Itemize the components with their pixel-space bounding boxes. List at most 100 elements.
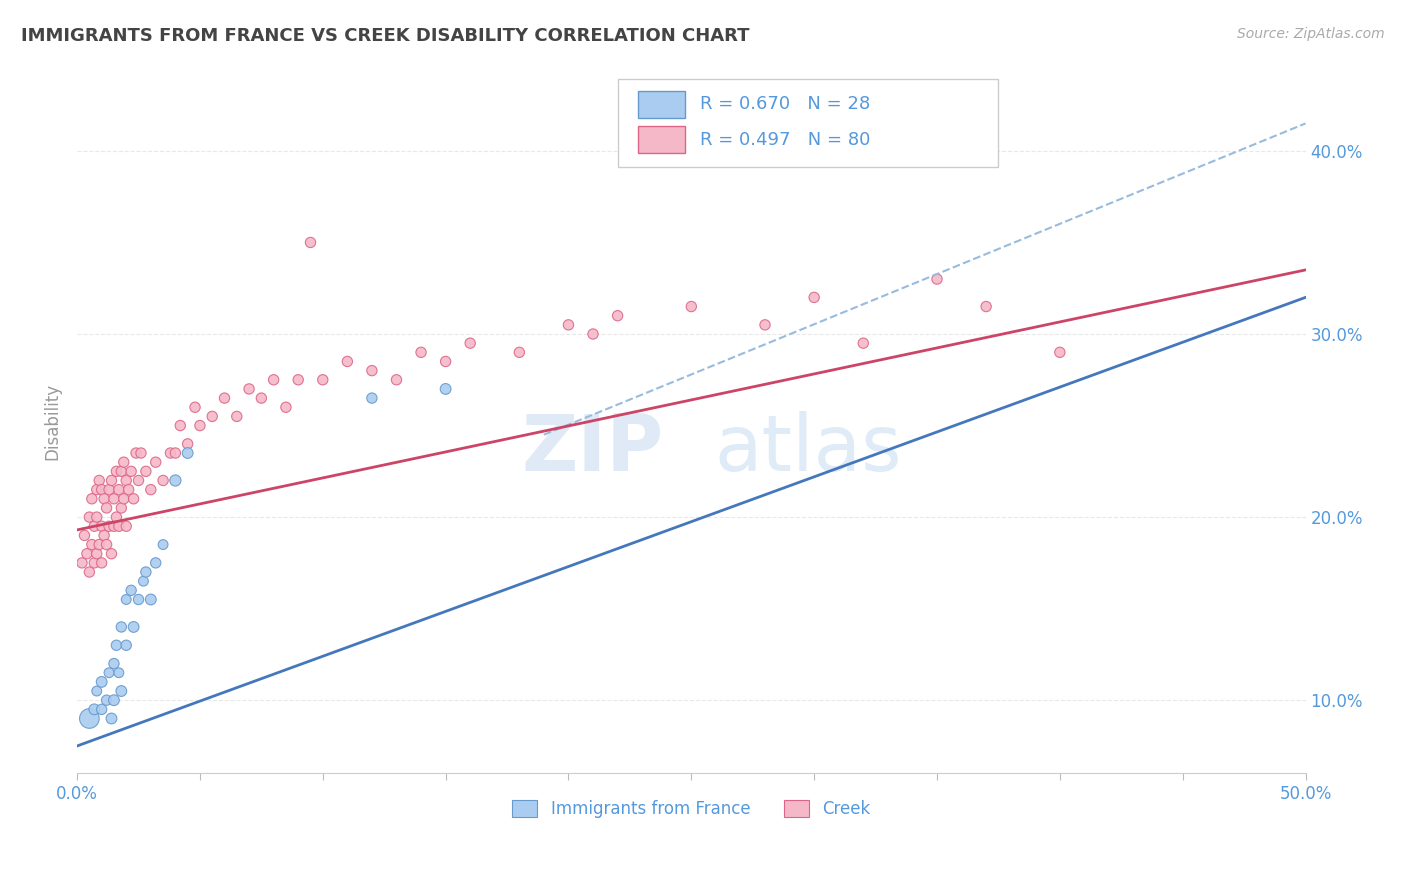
Point	[128, 474, 150, 488]
Text: R = 0.670   N = 28: R = 0.670 N = 28	[700, 95, 870, 113]
Point	[287, 373, 309, 387]
Point	[250, 391, 273, 405]
Point	[201, 409, 224, 424]
Point	[803, 290, 825, 304]
Text: IMMIGRANTS FROM FRANCE VS CREEK DISABILITY CORRELATION CHART: IMMIGRANTS FROM FRANCE VS CREEK DISABILI…	[21, 27, 749, 45]
Point	[122, 620, 145, 634]
Point	[83, 556, 105, 570]
Point	[76, 547, 98, 561]
Point	[108, 483, 131, 497]
Point	[122, 491, 145, 506]
Point	[145, 455, 167, 469]
FancyBboxPatch shape	[617, 79, 998, 167]
Point	[925, 272, 948, 286]
Point	[145, 556, 167, 570]
Point	[139, 483, 162, 497]
Point	[115, 519, 138, 533]
Point	[100, 547, 122, 561]
Point	[93, 528, 115, 542]
Point	[115, 638, 138, 652]
Point	[108, 519, 131, 533]
Point	[103, 657, 125, 671]
Point	[606, 309, 628, 323]
Point	[263, 373, 285, 387]
Point	[176, 446, 198, 460]
Y-axis label: Disability: Disability	[44, 383, 60, 459]
Point	[73, 528, 96, 542]
Text: ZIP: ZIP	[522, 411, 664, 487]
Point	[299, 235, 322, 250]
Point	[458, 336, 481, 351]
Point	[681, 300, 703, 314]
Point	[974, 300, 997, 314]
Point	[159, 446, 181, 460]
Point	[86, 684, 108, 698]
Point	[754, 318, 776, 332]
Point	[165, 474, 187, 488]
Point	[105, 638, 128, 652]
Point	[135, 565, 157, 579]
Point	[152, 537, 174, 551]
Point	[120, 583, 142, 598]
Point	[105, 464, 128, 478]
Point	[80, 537, 103, 551]
Point	[152, 474, 174, 488]
Point	[385, 373, 408, 387]
Point	[98, 483, 121, 497]
Point	[89, 474, 111, 488]
Text: R = 0.497   N = 80: R = 0.497 N = 80	[700, 131, 870, 149]
Point	[361, 391, 384, 405]
Point	[79, 510, 101, 524]
Point	[105, 510, 128, 524]
Point	[79, 565, 101, 579]
Point	[96, 500, 118, 515]
Point	[110, 620, 132, 634]
Point	[103, 693, 125, 707]
Point	[135, 464, 157, 478]
Point	[86, 547, 108, 561]
Point	[103, 491, 125, 506]
Point	[176, 437, 198, 451]
Point	[70, 556, 93, 570]
Point	[125, 446, 148, 460]
Point	[90, 483, 112, 497]
Point	[118, 483, 141, 497]
Point	[96, 693, 118, 707]
Point	[361, 363, 384, 377]
Point	[336, 354, 359, 368]
Point	[128, 592, 150, 607]
Point	[96, 537, 118, 551]
Point	[83, 702, 105, 716]
Point	[169, 418, 191, 433]
Point	[108, 665, 131, 680]
Point	[89, 537, 111, 551]
Point	[93, 491, 115, 506]
Point	[90, 556, 112, 570]
Point	[90, 519, 112, 533]
Point	[120, 464, 142, 478]
Point	[557, 318, 579, 332]
Point	[100, 474, 122, 488]
Point	[184, 401, 207, 415]
FancyBboxPatch shape	[638, 127, 685, 153]
Point	[103, 519, 125, 533]
Point	[434, 382, 457, 396]
Point	[852, 336, 875, 351]
Text: Source: ZipAtlas.com: Source: ZipAtlas.com	[1237, 27, 1385, 41]
Point	[508, 345, 530, 359]
Point	[112, 491, 135, 506]
Point	[100, 711, 122, 725]
Point	[110, 684, 132, 698]
Point	[274, 401, 297, 415]
Point	[225, 409, 247, 424]
Point	[165, 446, 187, 460]
Point	[79, 711, 101, 725]
Point	[98, 519, 121, 533]
Point	[1049, 345, 1071, 359]
Point	[132, 574, 155, 589]
Point	[312, 373, 335, 387]
Point	[115, 474, 138, 488]
Point	[98, 665, 121, 680]
FancyBboxPatch shape	[638, 91, 685, 118]
Point	[86, 510, 108, 524]
